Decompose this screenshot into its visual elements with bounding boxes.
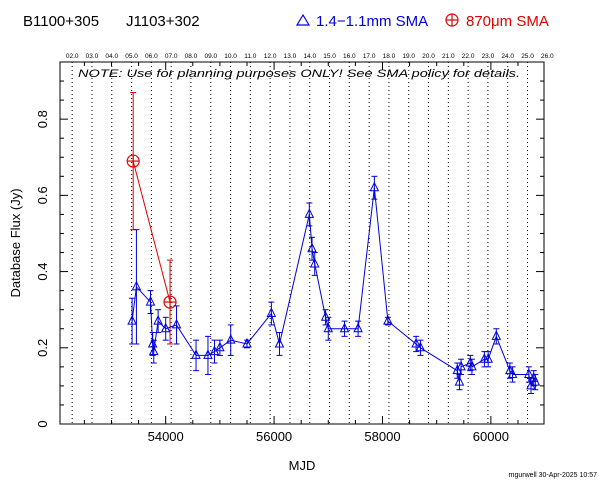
year-label: 22.0: [462, 53, 475, 60]
data-point: [524, 368, 534, 378]
year-label: 07.0: [165, 53, 178, 60]
data-point: [163, 295, 177, 309]
data-point: [454, 375, 465, 386]
year-label: 09.0: [204, 53, 217, 60]
legend-label-red: 870μm SMA: [466, 13, 549, 30]
data-point: [530, 375, 541, 386]
y-tick-label: 0.6: [35, 186, 50, 204]
legend-circle-plus-icon: [445, 13, 459, 27]
data-point: [505, 364, 515, 375]
year-label: 20.0: [422, 53, 435, 60]
y-tick-label: 0: [35, 420, 50, 427]
footer-credit: mgurwell 30-Apr-2025 10:57: [509, 472, 597, 479]
series-line: [132, 160, 171, 303]
y-tick-label: 0.2: [35, 339, 50, 357]
legend: 1.4−1.1mm SMA 870μm SMA: [295, 13, 549, 30]
data-point: [215, 341, 225, 352]
data-point: [353, 322, 363, 333]
year-label: 16.0: [343, 53, 356, 60]
year-label: 25.0: [521, 53, 534, 60]
data-point: [126, 154, 140, 168]
year-label: 11.0: [244, 53, 257, 60]
series-line: [131, 187, 536, 388]
y-axis-label: Database Flux (Jy): [8, 188, 23, 297]
data-point: [383, 314, 393, 325]
y-tick-label: 0.4: [35, 263, 50, 281]
year-label: 26.0: [541, 53, 554, 60]
year-label: 02.0: [66, 53, 79, 60]
year-label: 21.0: [442, 53, 455, 60]
data-point: [415, 341, 426, 352]
data-point: [145, 295, 156, 306]
year-label: 17.0: [363, 53, 376, 60]
data-point: [242, 337, 252, 348]
data-point: [147, 337, 158, 348]
data-point: [225, 334, 236, 344]
data-point: [203, 349, 213, 359]
x-tick-label: 56000: [256, 429, 292, 444]
series-870um: [126, 91, 177, 345]
x-axis-label: MJD: [289, 458, 316, 473]
y-axis: 0 0.2 0.4 0.6 0.8: [35, 61, 544, 428]
data-point: [320, 311, 331, 321]
data-point: [491, 330, 502, 340]
series-1mm: [127, 175, 541, 395]
year-label: 08.0: [185, 53, 198, 60]
data-point: [304, 208, 315, 218]
alt-source-name: J1103+302: [126, 13, 200, 30]
data-point: [160, 322, 171, 333]
data-point: [171, 318, 182, 329]
data-point: [191, 349, 201, 359]
data-point: [131, 280, 142, 291]
year-label: 12.0: [264, 53, 277, 60]
data-point: [323, 322, 334, 333]
data-point: [456, 360, 466, 371]
year-label: 18.0: [383, 53, 396, 60]
year-label: 15.0: [323, 53, 336, 60]
y-tick-label: 0.8: [35, 110, 50, 128]
data-point: [467, 360, 477, 371]
year-label: 10.0: [224, 53, 237, 60]
year-label: 24.0: [501, 53, 514, 60]
legend-label-blue: 1.4−1.1mm SMA: [316, 13, 428, 30]
data-point: [309, 257, 320, 268]
data-point: [127, 314, 137, 325]
legend-triangle-icon: [295, 13, 311, 26]
x-tick-label: 54000: [148, 429, 184, 444]
data-point: [339, 322, 350, 333]
year-label: 23.0: [482, 53, 495, 60]
year-label: 13.0: [284, 53, 297, 60]
data-point: [507, 368, 518, 378]
data-point: [483, 353, 493, 363]
x-tick-label: 58000: [364, 429, 400, 444]
x-tick-label: 60000: [473, 429, 509, 444]
data-point: [307, 242, 317, 253]
year-gridlines: [71, 62, 529, 424]
data-point: [148, 345, 159, 356]
x-axis: 54000 56000 58000 60000: [83, 62, 519, 444]
year-label: 05.0: [125, 53, 138, 60]
year-labels: 02.0 03.0 04.0 05.0 06.0 07.0 08.0 09.0 10.0 11.0…: [66, 53, 554, 60]
data-point: [411, 337, 421, 348]
year-label: 03.0: [86, 53, 99, 60]
year-label: 06.0: [145, 53, 158, 60]
year-label: 14.0: [303, 53, 316, 60]
data-point: [369, 181, 380, 192]
year-label: 19.0: [402, 53, 415, 60]
data-point: [274, 337, 285, 348]
source-name: B1100+305: [23, 13, 99, 30]
year-label: 04.0: [105, 53, 118, 60]
planning-note: NOTE: Use for planning purposes ONLY! Se…: [78, 68, 520, 80]
plot-frame: [59, 61, 545, 425]
data-point: [153, 314, 163, 325]
data-point: [266, 307, 277, 317]
